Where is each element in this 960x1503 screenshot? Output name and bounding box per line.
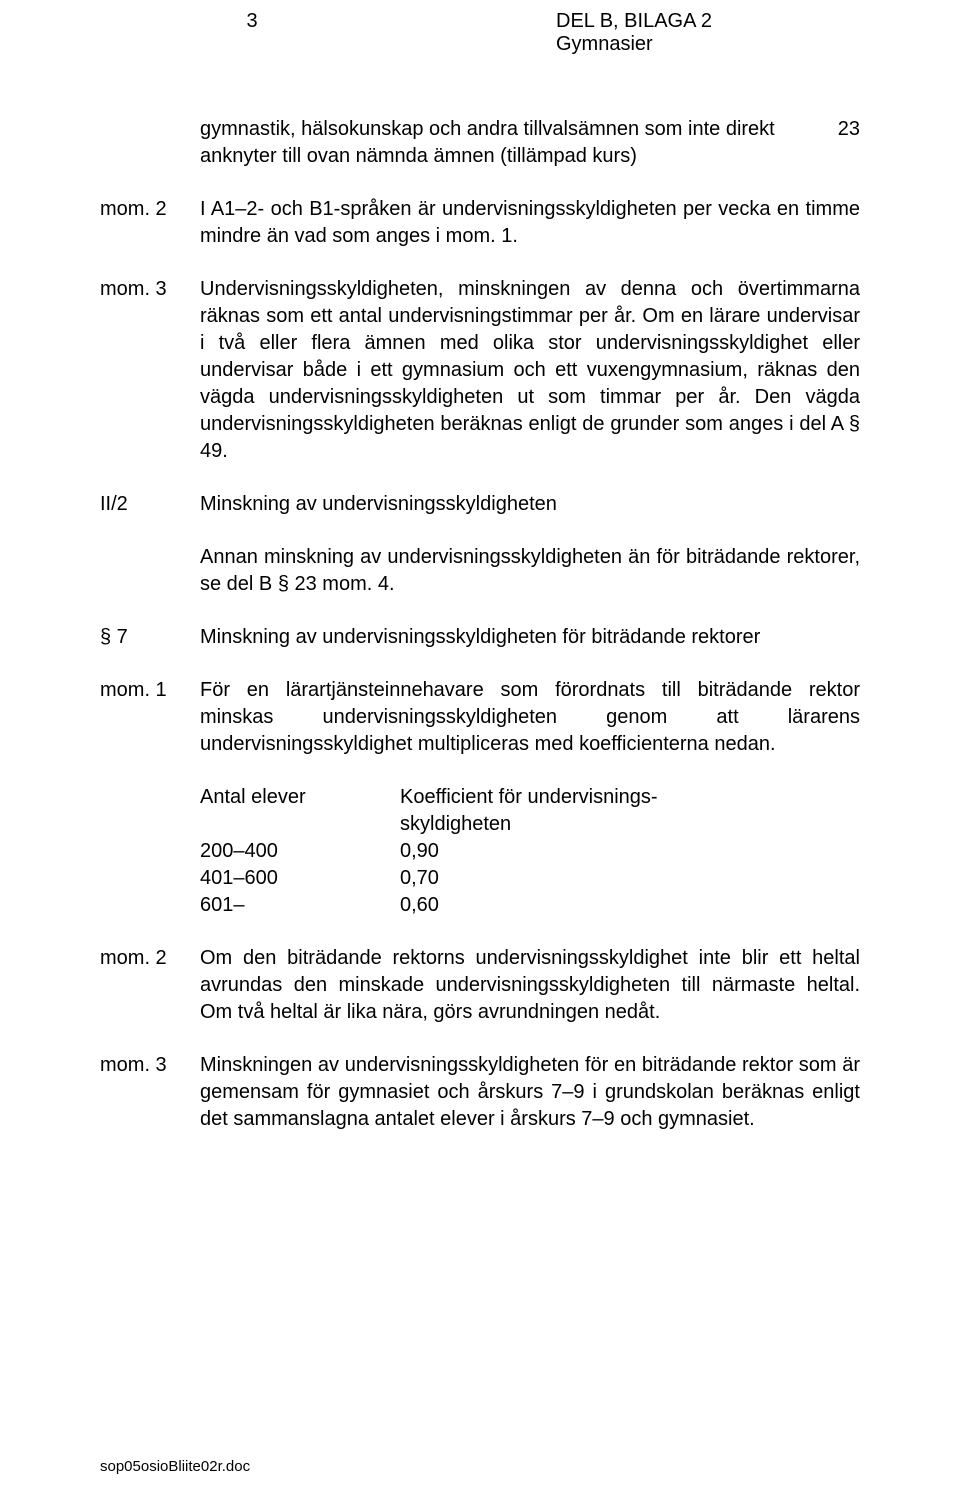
mom2-label: mom. 2 — [100, 196, 200, 250]
ii2-label: II/2 — [100, 491, 200, 518]
mom3-label: mom. 3 — [100, 276, 200, 465]
intro-num: 23 — [800, 116, 860, 143]
mom2-row: mom. 2 I A1–2- och B1-språken är undervi… — [100, 196, 860, 250]
table-cell: 0,90 — [400, 838, 860, 865]
table-h2a: Koefficient för undervisnings- — [400, 784, 860, 811]
table-row: 200–400 0,90 — [200, 838, 860, 865]
s7-label: § 7 — [100, 624, 200, 651]
s7-mom1-row: mom. 1 För en lärartjänsteinnehavare som… — [100, 677, 860, 758]
s7-row: § 7 Minskning av undervisningsskyldighet… — [100, 624, 860, 651]
table-cell: 200–400 — [200, 838, 400, 865]
table-cell: 601– — [200, 892, 400, 919]
s7-mom3-label: mom. 3 — [100, 1052, 200, 1133]
ii2-heading: Minskning av undervisningsskyldigheten — [200, 491, 860, 518]
table-cell: 0,60 — [400, 892, 860, 919]
table-cell: 401–600 — [200, 865, 400, 892]
ii2-text: Annan minskning av undervisningsskyldigh… — [200, 544, 860, 598]
doc-ref: DEL B, BILAGA 2 Gymnasier — [556, 10, 860, 56]
mom3-row: mom. 3 Undervisningsskyldigheten, minskn… — [100, 276, 860, 465]
s7-mom3-row: mom. 3 Minskningen av undervisningsskyld… — [100, 1052, 860, 1133]
intro-block: gymnastik, hälsokunskap och andra tillva… — [200, 116, 860, 170]
doc-ref-line1: DEL B, BILAGA 2 — [556, 10, 860, 33]
mom3-text: Undervisningsskyldigheten, minskningen a… — [200, 276, 860, 465]
s7-mom1-text: För en lärartjänsteinnehavare som förord… — [200, 677, 860, 758]
table-cell: 0,70 — [400, 865, 860, 892]
s7-heading: Minskning av undervisningsskyldigheten f… — [200, 624, 860, 651]
mom2-text: I A1–2- och B1-språken är undervisningss… — [200, 196, 860, 250]
doc-ref-line2: Gymnasier — [556, 33, 860, 56]
s7-mom1-label: mom. 1 — [100, 677, 200, 758]
table-row: 401–600 0,70 — [200, 865, 860, 892]
ii2-row: II/2 Minskning av undervisningsskyldighe… — [100, 491, 860, 518]
table-h2b: skyldigheten — [400, 811, 860, 838]
s7-mom2-label: mom. 2 — [100, 945, 200, 1026]
table-h1: Antal elever — [200, 784, 400, 811]
footer-filename: sop05osioBliite02r.doc — [100, 1458, 250, 1475]
coeff-table: Antal elever Koefficient för undervisnin… — [200, 784, 860, 919]
s7-mom2-text: Om den biträdande rektorns undervisnings… — [200, 945, 860, 1026]
s7-mom2-row: mom. 2 Om den biträdande rektorns underv… — [100, 945, 860, 1026]
intro-text: gymnastik, hälsokunskap och andra tillva… — [200, 116, 800, 170]
s7-mom3-text: Minskningen av undervisningsskyldigheten… — [200, 1052, 860, 1133]
page-header: 3 DEL B, BILAGA 2 Gymnasier — [100, 10, 860, 56]
table-row: 601– 0,60 — [200, 892, 860, 919]
page-number: 3 — [100, 10, 404, 56]
page: 3 DEL B, BILAGA 2 Gymnasier gymnastik, h… — [0, 0, 960, 1503]
